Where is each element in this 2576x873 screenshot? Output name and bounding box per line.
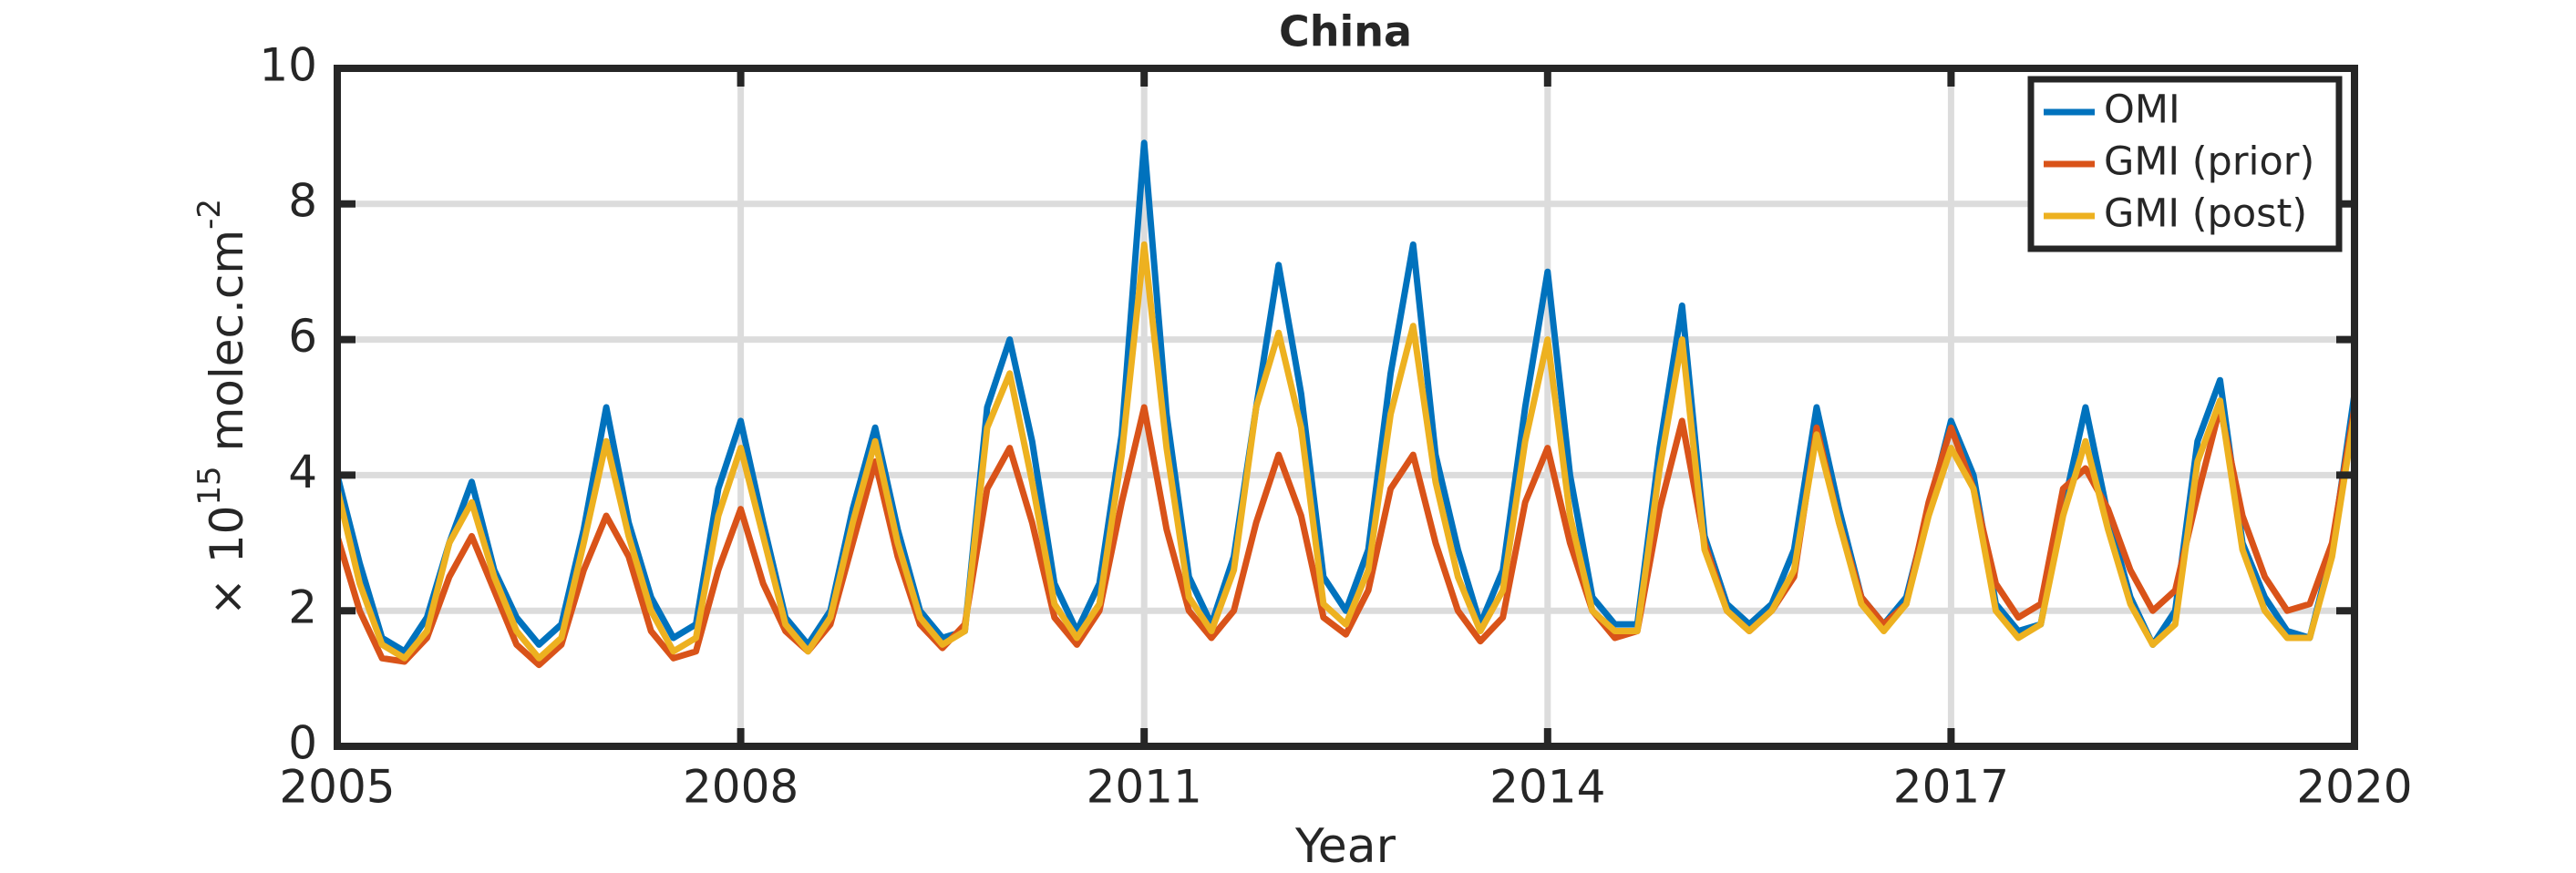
y-tick-label: 8 [288, 174, 317, 227]
y-axis-label-part: -2 [191, 199, 228, 230]
series-line [334, 139, 2358, 655]
y-tick-label: 6 [288, 310, 317, 363]
y-axis-label-part: × 10 [201, 506, 253, 616]
y-tick-label: 4 [288, 446, 317, 498]
series-line [334, 241, 2358, 662]
x-tick-label: 2011 [1087, 761, 1202, 814]
x-tick-label: 2005 [279, 761, 395, 814]
legend-label: OMI [2104, 87, 2180, 133]
axes-box [334, 65, 2358, 750]
x-axis-label: Year [1294, 819, 1396, 873]
x-tick-label: 2017 [1893, 761, 2009, 814]
y-axis-label-part: molec.cm [201, 230, 253, 466]
x-tick-label: 2008 [683, 761, 799, 814]
y-tick-label: 0 [288, 717, 317, 770]
y-axis-label: × 1015 molec.cm-2 [191, 199, 252, 616]
y-axis-label-part: 15 [191, 466, 228, 505]
legend-label: GMI (prior) [2104, 139, 2314, 185]
y-tick-label: 10 [259, 39, 317, 92]
y-tick-label: 2 [288, 581, 317, 634]
series-line [334, 404, 2358, 669]
x-tick-label: 2014 [1489, 761, 1605, 814]
chart-title: China [1279, 7, 1412, 56]
x-tick-label: 2020 [2296, 761, 2412, 814]
legend-label: GMI (post) [2104, 191, 2307, 237]
